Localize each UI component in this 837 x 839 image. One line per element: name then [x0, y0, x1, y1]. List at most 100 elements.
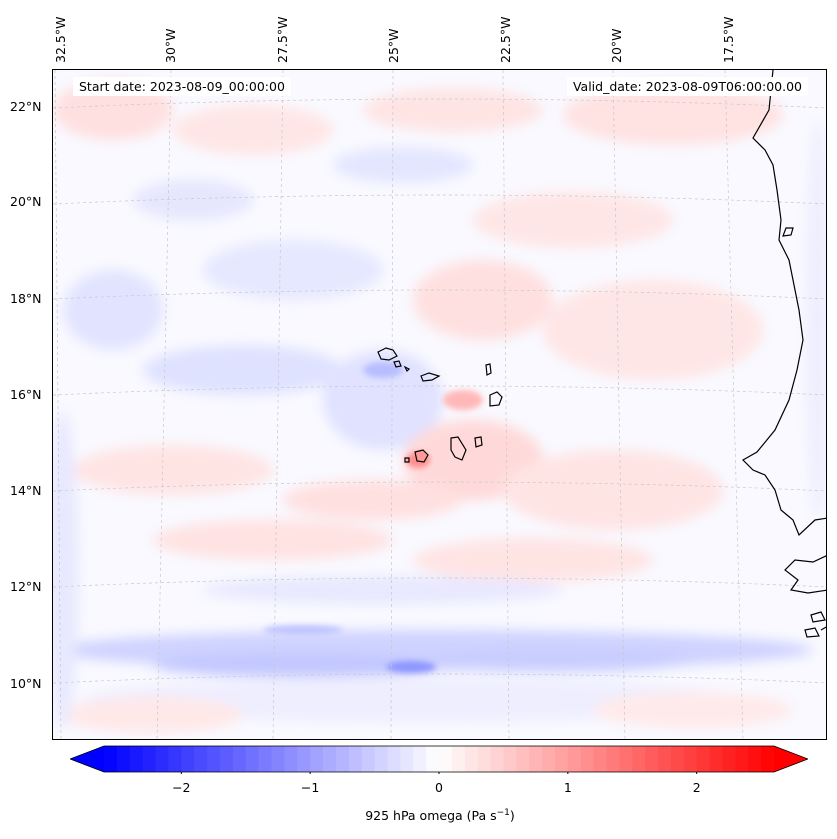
colorbar-label-text: 925 hPa omega (Pa s — [365, 808, 497, 824]
colorbar-segment — [181, 746, 195, 772]
cape-verde-islands — [377, 347, 503, 463]
colorbar-segment — [709, 746, 723, 772]
colorbar-segment — [593, 746, 607, 772]
coastline — [742, 70, 826, 638]
colorbar-graphic — [68, 745, 810, 776]
island-brava — [404, 457, 410, 463]
lon-label: 20°W — [609, 28, 624, 63]
lon-label: 27.5°W — [275, 16, 290, 63]
colorbar-tick-label: 2 — [692, 780, 701, 795]
lon-label: 22.5°W — [498, 16, 513, 63]
lat-label: 14°N — [10, 483, 42, 498]
colorbar-label-close: ) — [509, 808, 515, 824]
colorbar-segment — [683, 746, 698, 772]
lat-label: 12°N — [10, 579, 42, 594]
colorbar-segment — [606, 746, 620, 772]
colorbar-label: 925 hPa omega (Pa s−1) — [0, 808, 837, 823]
colorbar-tick-label: −1 — [300, 780, 320, 795]
colorbar-segment — [374, 746, 388, 772]
island-sal — [485, 363, 492, 376]
lat-label: 10°N — [10, 676, 42, 691]
colorbar-segment — [310, 746, 324, 772]
colorbar-segment — [387, 746, 401, 772]
island-santa-luzia — [403, 365, 411, 373]
colorbar-segment — [580, 746, 595, 772]
island-fogo — [414, 449, 429, 463]
colorbar-segment — [619, 746, 633, 772]
colorbar-segment — [361, 746, 376, 772]
colorbar-segment — [348, 746, 363, 772]
colorbar-segment — [271, 746, 285, 772]
colorbar-segment — [413, 746, 427, 772]
colorbar-segment — [194, 746, 208, 772]
lon-label: 32.5°W — [53, 16, 68, 63]
bijagos-islands — [804, 611, 826, 638]
omega-field-patches — [53, 80, 826, 733]
colorbar-segment — [258, 746, 272, 772]
coast-islet-north — [782, 227, 794, 237]
colorbar-segment — [503, 746, 517, 772]
colorbar-segment — [232, 746, 247, 772]
island-boa-vista — [489, 391, 503, 407]
colorbar-segment — [761, 746, 775, 772]
colorbar-segment — [168, 746, 182, 772]
colorbar-tick-label: 1 — [563, 780, 572, 795]
colorbar-segment — [529, 746, 543, 772]
lon-label: 25°W — [386, 28, 401, 63]
island-sao-vicente — [393, 360, 402, 368]
lon-label: 17.5°W — [721, 16, 736, 63]
colorbar-segment — [632, 746, 646, 772]
colorbar-segment — [284, 746, 298, 772]
colorbar-segment — [748, 746, 762, 772]
colorbar-segment — [323, 746, 337, 772]
colorbar-segment — [439, 746, 453, 772]
colorbar-segment — [104, 746, 118, 772]
colorbar-segment — [658, 746, 672, 772]
colorbar-segment — [464, 746, 479, 772]
colorbar-segment — [735, 746, 749, 772]
lon-label: 30°W — [163, 28, 178, 63]
colorbar-segment — [722, 746, 736, 772]
colorbar-segment — [490, 746, 504, 772]
colorbar-segment — [696, 746, 711, 772]
colorbar-segment — [554, 746, 569, 772]
colorbar-tick-label: 0 — [435, 780, 443, 795]
colorbar-segment — [645, 746, 659, 772]
colorbar-segment — [297, 746, 311, 772]
colorbar-extend-min — [70, 746, 104, 772]
colorbar-segment — [477, 746, 492, 772]
colorbar-segment — [567, 746, 582, 772]
colorbar-segment — [426, 746, 440, 772]
colorbar-segment — [142, 746, 157, 772]
colorbar-segment — [335, 746, 350, 772]
colorbar-segment — [155, 746, 169, 772]
colorbar-tick-label: −2 — [172, 780, 191, 795]
island-maio — [474, 436, 483, 448]
colorbar-segment — [245, 746, 260, 772]
omega-field-map — [53, 70, 826, 739]
colorbar-segment — [516, 746, 530, 772]
colorbar-segment — [219, 746, 234, 772]
graticule — [53, 70, 826, 739]
lat-label: 20°N — [10, 194, 42, 209]
island-santiago — [450, 436, 467, 461]
map-panel — [52, 69, 827, 740]
lat-label: 22°N — [10, 99, 42, 114]
colorbar-segment — [542, 746, 556, 772]
colorbar-extend-max — [774, 746, 808, 772]
lat-label: 16°N — [10, 387, 42, 402]
colorbar-segment — [400, 746, 414, 772]
colorbar-segment — [451, 746, 466, 772]
colorbar-segment — [670, 746, 685, 772]
colorbar-segment — [129, 746, 144, 772]
colorbar-label-exponent: −1 — [496, 808, 510, 818]
island-sao-nicolau — [420, 372, 441, 382]
colorbar-segment — [207, 746, 221, 772]
island-santo-antao — [377, 347, 398, 361]
africa-coastline — [742, 70, 826, 537]
valid-date-label: Valid_date: 2023-08-09T06:00:00.00 — [566, 77, 808, 96]
colorbar-segment — [116, 746, 131, 772]
lat-label: 18°N — [10, 291, 42, 306]
africa-coastline-south — [784, 555, 826, 594]
colorbar — [68, 744, 810, 776]
